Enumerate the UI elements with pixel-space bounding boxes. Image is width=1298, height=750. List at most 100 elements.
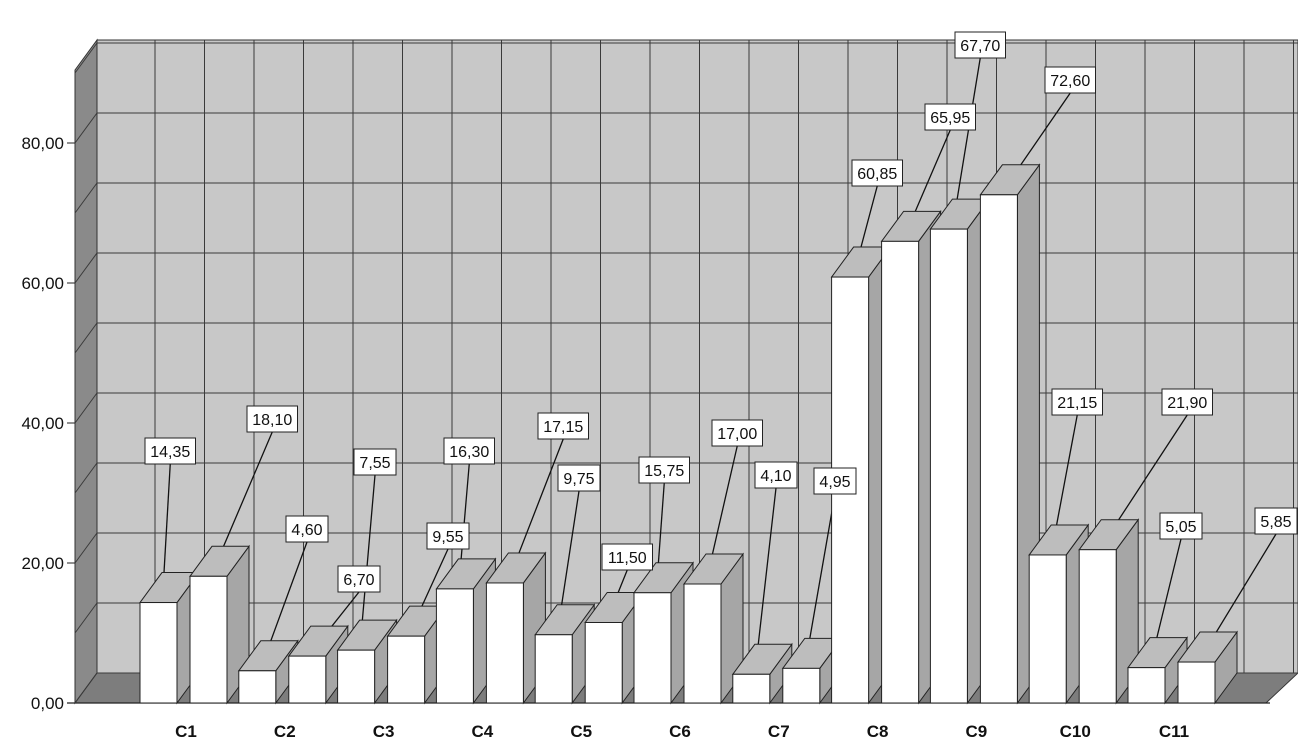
data-label: 4,10 <box>754 461 798 489</box>
data-label-box <box>1161 388 1213 416</box>
gridline-left-wall <box>74 112 98 144</box>
data-label: 5,85 <box>1254 507 1298 535</box>
x-tick-label: C6 <box>669 722 691 741</box>
gridline-left-wall <box>74 182 98 214</box>
gridline-left-wall <box>74 392 98 424</box>
bar <box>1127 636 1188 705</box>
x-tick-label: C2 <box>274 722 296 741</box>
bar-front <box>584 622 623 704</box>
data-label-text: 4,10 <box>760 468 791 485</box>
x-tick-label: C10 <box>1060 722 1091 741</box>
data-label-box <box>1044 66 1096 94</box>
data-label-text: 21,90 <box>1167 395 1207 412</box>
bar <box>336 618 398 705</box>
bars <box>139 163 1238 705</box>
data-label-box <box>1254 507 1298 535</box>
leader-line <box>359 474 376 647</box>
data-label: 72,60 <box>1044 66 1096 94</box>
gridline-left-wall <box>74 322 98 354</box>
data-label: 16,30 <box>443 437 495 465</box>
data-label-box <box>443 437 495 465</box>
bar-front <box>288 655 327 704</box>
data-label: 60,85 <box>851 159 903 187</box>
leader-line <box>804 493 836 665</box>
data-label-box <box>711 419 763 447</box>
data-label-box <box>337 565 381 593</box>
data-label-box <box>601 543 653 571</box>
bar-front <box>782 667 821 704</box>
bar-front <box>435 588 474 704</box>
data-label: 11,50 <box>601 543 653 571</box>
y-axis: 0,00 20,00 40,00 60,00 80,00 <box>21 134 75 713</box>
data-label-box <box>851 159 903 187</box>
x-tick-label: C3 <box>373 722 395 741</box>
data-label-box <box>537 412 589 440</box>
data-label: 21,15 <box>1051 388 1103 416</box>
data-label-box <box>426 522 470 550</box>
x-tick-label: C7 <box>768 722 790 741</box>
bar <box>1028 523 1090 705</box>
y-tick-label: 0,00 <box>31 694 64 713</box>
gridline-left-wall <box>74 532 98 564</box>
bar-front <box>387 635 426 704</box>
y-tick-label: 40,00 <box>21 414 64 433</box>
leader-line <box>754 487 777 671</box>
y-tick-label: 60,00 <box>21 274 64 293</box>
data-label-text: 60,85 <box>857 166 897 183</box>
gridline-left-wall <box>74 252 98 284</box>
bar-front <box>534 634 573 704</box>
data-label: 18,10 <box>246 405 298 433</box>
x-axis: C1 C2 C3 C4 C5 C6 C7 C8 C9 C10 C11 <box>175 722 1189 741</box>
data-label-text: 5,85 <box>1260 514 1291 531</box>
data-label: 21,90 <box>1161 388 1213 416</box>
bar-front <box>337 649 376 704</box>
bar <box>1177 630 1238 705</box>
bar <box>683 552 744 705</box>
data-label-box <box>1159 512 1203 540</box>
bar-front <box>1078 549 1117 704</box>
data-label: 4,60 <box>285 515 329 543</box>
data-label-box <box>638 456 690 484</box>
data-label-text: 72,60 <box>1050 73 1090 90</box>
gridline-left-wall <box>74 672 98 704</box>
data-label: 4,95 <box>813 467 857 495</box>
data-label: 15,75 <box>638 456 690 484</box>
data-label-box <box>557 464 601 492</box>
x-tick-label: C9 <box>966 722 988 741</box>
data-label-box <box>754 461 798 489</box>
data-label: 65,95 <box>924 103 976 131</box>
bar-front <box>1177 661 1216 704</box>
bar-front <box>633 592 672 704</box>
leader-line <box>952 57 981 226</box>
data-label: 5,05 <box>1159 512 1203 540</box>
gridline-left-wall <box>74 602 98 634</box>
bar-front <box>732 673 771 704</box>
x-tick-label: C11 <box>1159 722 1189 741</box>
data-label-text: 6,70 <box>343 572 374 589</box>
data-labels: 14,35 18,10 4,60 6,70 7,55 9,55 16,30 17,15 9,75… <box>144 31 1298 593</box>
bar <box>731 642 793 705</box>
bar-front <box>238 670 277 704</box>
left-wall <box>74 38 98 705</box>
data-label-text: 4,60 <box>291 522 322 539</box>
data-label-text: 65,95 <box>930 110 970 127</box>
data-label-box <box>353 448 397 476</box>
bar-front <box>189 575 228 704</box>
data-label-text: 16,30 <box>449 444 489 461</box>
x-tick-label: C1 <box>175 722 197 741</box>
data-label-text: 18,10 <box>252 412 292 429</box>
bar-front <box>881 240 920 704</box>
data-label-box <box>246 405 298 433</box>
bar-front <box>1028 554 1067 704</box>
data-label: 17,00 <box>711 419 763 447</box>
bar-front <box>929 228 968 704</box>
data-label-box <box>954 31 1006 59</box>
y-tick-label: 20,00 <box>21 554 64 573</box>
x-tick-label: C4 <box>472 722 494 741</box>
data-label-box <box>285 515 329 543</box>
data-label: 7,55 <box>353 448 397 476</box>
data-label: 67,70 <box>954 31 1006 59</box>
bar-front <box>683 583 722 704</box>
bar-front <box>139 602 178 704</box>
